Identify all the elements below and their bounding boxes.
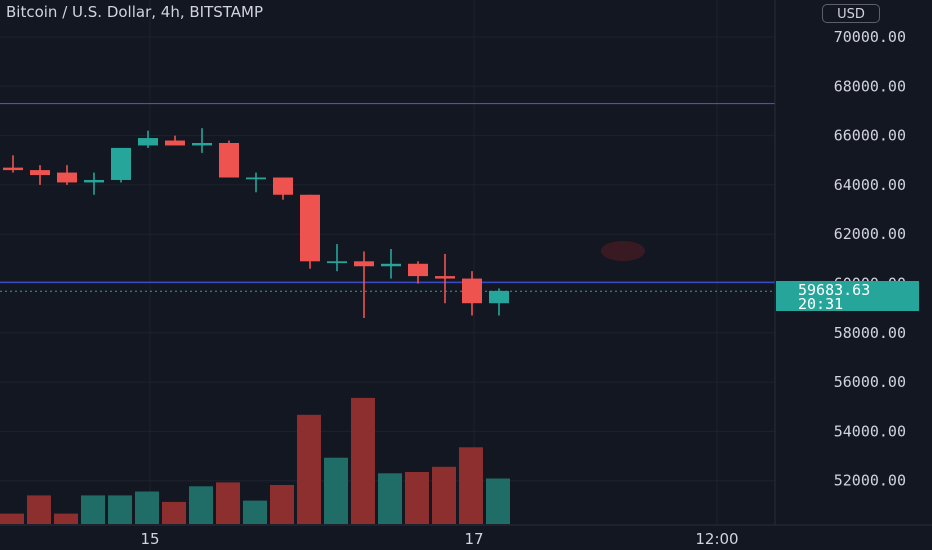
price-tick-label: 56000.00	[834, 373, 906, 391]
price-tick-label: 66000.00	[834, 127, 906, 145]
candle-body	[111, 147, 131, 180]
chart-title: Bitcoin / U.S. Dollar, 4h, BITSTAMP	[6, 3, 264, 21]
time-tick-label: 12:00	[695, 530, 738, 548]
candle-body	[489, 290, 509, 304]
candle-body	[57, 172, 77, 183]
candle-body	[3, 167, 23, 171]
horizontal-lines	[0, 102, 775, 292]
volume-bar	[27, 495, 51, 524]
price-tick-label: 52000.00	[834, 472, 906, 490]
volume-bar	[108, 495, 132, 524]
candle-body	[192, 142, 212, 146]
volume-bar	[486, 478, 510, 524]
candle-body	[30, 170, 50, 176]
volume-bar	[189, 486, 213, 524]
candles	[3, 128, 509, 319]
volume-bar	[405, 472, 429, 524]
time-tick-label: 17	[464, 530, 483, 548]
time-tick-label: 15	[140, 530, 159, 548]
volume-bar	[216, 482, 240, 524]
candle-body	[84, 179, 104, 183]
volume-bar	[432, 466, 456, 524]
price-tick-label: 64000.00	[834, 176, 906, 194]
currency-button[interactable]: USD	[822, 4, 880, 23]
time-axis[interactable]: 15 17 12:00	[140, 530, 738, 548]
candle-body	[408, 263, 428, 277]
grid-lines	[0, 0, 775, 525]
last-price-value: 59683.63	[798, 281, 871, 299]
last-price-badge: 59683.63 20:31	[776, 281, 919, 313]
volume-bar	[297, 414, 321, 524]
candle-body	[300, 194, 320, 262]
price-tick-label: 58000.00	[834, 324, 906, 342]
volume-bar	[270, 485, 294, 524]
volume-bars	[0, 397, 510, 524]
candle-body	[246, 177, 266, 180]
price-axis[interactable]: 70000.00 68000.00 66000.00 64000.00 62000.00…	[834, 28, 906, 490]
price-tick-label: 54000.00	[834, 422, 906, 440]
candle-body	[273, 177, 293, 195]
volume-bar	[378, 473, 402, 524]
volume-bar	[0, 513, 24, 524]
candle-body	[462, 278, 482, 304]
cursor-dot	[601, 241, 645, 261]
volume-bar	[243, 500, 267, 524]
volume-bar	[135, 491, 159, 524]
price-tick-label: 70000.00	[834, 28, 906, 46]
candle-body	[165, 140, 185, 146]
volume-bar	[459, 447, 483, 524]
candle-body	[381, 263, 401, 267]
candle-body	[327, 261, 347, 264]
volume-bar	[324, 457, 348, 524]
candle-body	[138, 138, 158, 146]
volume-bar	[162, 501, 186, 524]
volume-bar	[351, 397, 375, 524]
volume-bar	[81, 495, 105, 524]
price-tick-label: 62000.00	[834, 225, 906, 243]
candle-body	[354, 261, 374, 267]
volume-bar	[54, 513, 78, 524]
candle-countdown: 20:31	[798, 295, 844, 313]
candle-body	[435, 276, 455, 279]
price-tick-label: 68000.00	[834, 77, 906, 95]
candle-body	[219, 142, 239, 178]
